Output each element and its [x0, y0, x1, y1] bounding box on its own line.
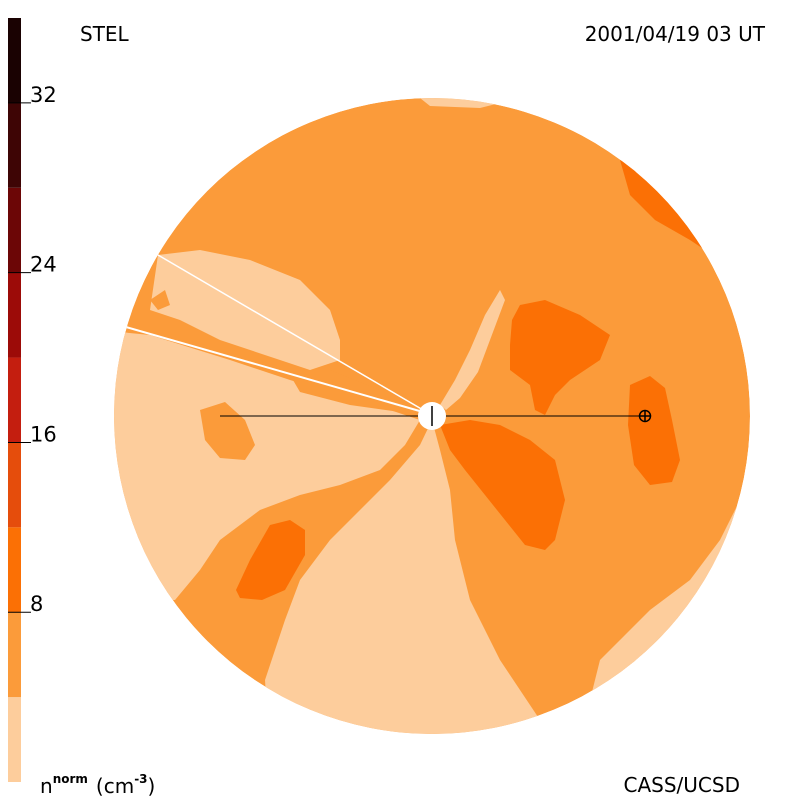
colorbar-tick-label-3: 32 [30, 83, 57, 107]
sun-marker [418, 402, 446, 430]
contour-region-high-lower-left [236, 520, 305, 600]
units-exponent: -3 [134, 772, 147, 786]
colorbar-band-2 [8, 527, 21, 613]
contour-region-high-right [510, 300, 610, 415]
contour-region-high-center-right [440, 420, 565, 550]
colorbar-tick-label-0: 8 [30, 592, 43, 616]
contour-region-low-top [420, 98, 520, 108]
colorbar-tick-label-1: 16 [30, 422, 57, 446]
colorbar [8, 18, 21, 782]
colorbar-band-3 [8, 442, 21, 528]
colorbar-units-label: nnorm (cm-3) [40, 772, 155, 798]
sightline-lower [125, 326, 431, 415]
colorbar-band-5 [8, 272, 21, 358]
contour-region-low-upper-left [150, 250, 340, 370]
contour-region-high-earth [628, 376, 680, 485]
earth-marker [638, 409, 652, 423]
contour-region-mid-lower-left [150, 290, 170, 310]
contour-region-low-spike [440, 290, 505, 410]
colorbar-tick-label-2: 24 [30, 253, 57, 277]
colorbar-ticks: 8 16 24 32 [8, 83, 57, 616]
colorbar-band-8 [8, 18, 21, 103]
colorbar-band-4 [8, 357, 21, 443]
colorbar-band-7 [8, 102, 21, 188]
sightline-upper [157, 254, 431, 415]
model-label: STEL [80, 22, 130, 46]
units-superscript: norm [53, 772, 88, 786]
colorbar-band-6 [8, 187, 21, 273]
timestamp-label: 2001/04/19 03 UT [585, 22, 766, 46]
units-close: ) [148, 774, 156, 798]
contour-region-mid-left [200, 402, 255, 460]
credit-label: CASS/UCSD [624, 773, 740, 797]
units-open: (cm [96, 774, 134, 798]
colorbar-band-1 [8, 612, 21, 698]
colorbar-band-0 [8, 697, 21, 782]
contour-region-low-bottom [265, 420, 560, 734]
units-quantity: n [40, 774, 53, 798]
